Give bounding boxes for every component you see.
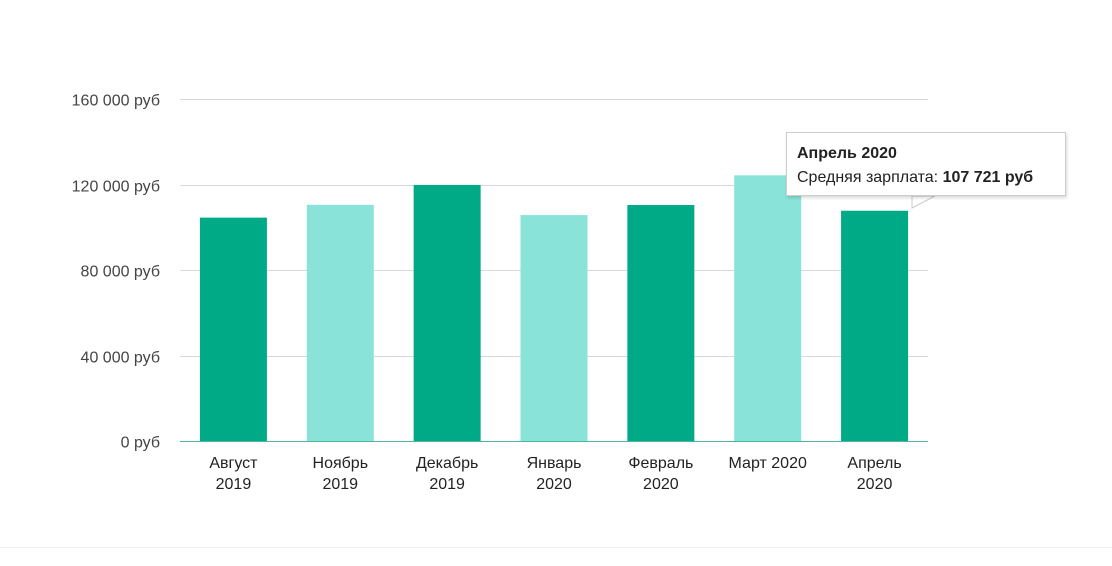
bar (627, 205, 695, 441)
x-tick-label: Февраль 2020 (628, 455, 693, 493)
bar (841, 210, 909, 441)
tooltip-pointer (911, 195, 936, 209)
y-tick-label: 40 000 руб (81, 350, 160, 367)
y-tick-label: 160 000 руб (72, 93, 160, 110)
bar (734, 175, 802, 441)
x-tick-label: Январь 2020 (527, 455, 582, 493)
bar (413, 184, 481, 442)
footer-divider (0, 547, 1112, 548)
x-tick-label: Апрель 2020 (847, 455, 901, 493)
y-tick-label: 120 000 руб (72, 179, 160, 196)
tooltip-body: Средняя зарплата: 107 721 руб (797, 166, 1055, 190)
x-tick-label: Декабрь 2019 (416, 455, 478, 493)
bar (520, 215, 588, 441)
y-tick-label: 0 руб (121, 435, 160, 452)
tooltip-title: Апрель 2020 (797, 145, 897, 162)
tooltip-label: Средняя зарплата: (797, 169, 943, 186)
chart-tooltip: Апрель 2020 Средняя зарплата: 107 721 ру… (786, 132, 1066, 196)
tooltip-value: 107 721 руб (942, 169, 1034, 186)
y-tick-label: 80 000 руб (81, 264, 160, 281)
x-tick-label: Март 2020 (729, 455, 807, 472)
bar (306, 204, 374, 441)
bar (199, 217, 267, 441)
x-tick-label: Август 2019 (209, 455, 258, 493)
x-tick-label: Ноябрь 2019 (313, 455, 369, 493)
